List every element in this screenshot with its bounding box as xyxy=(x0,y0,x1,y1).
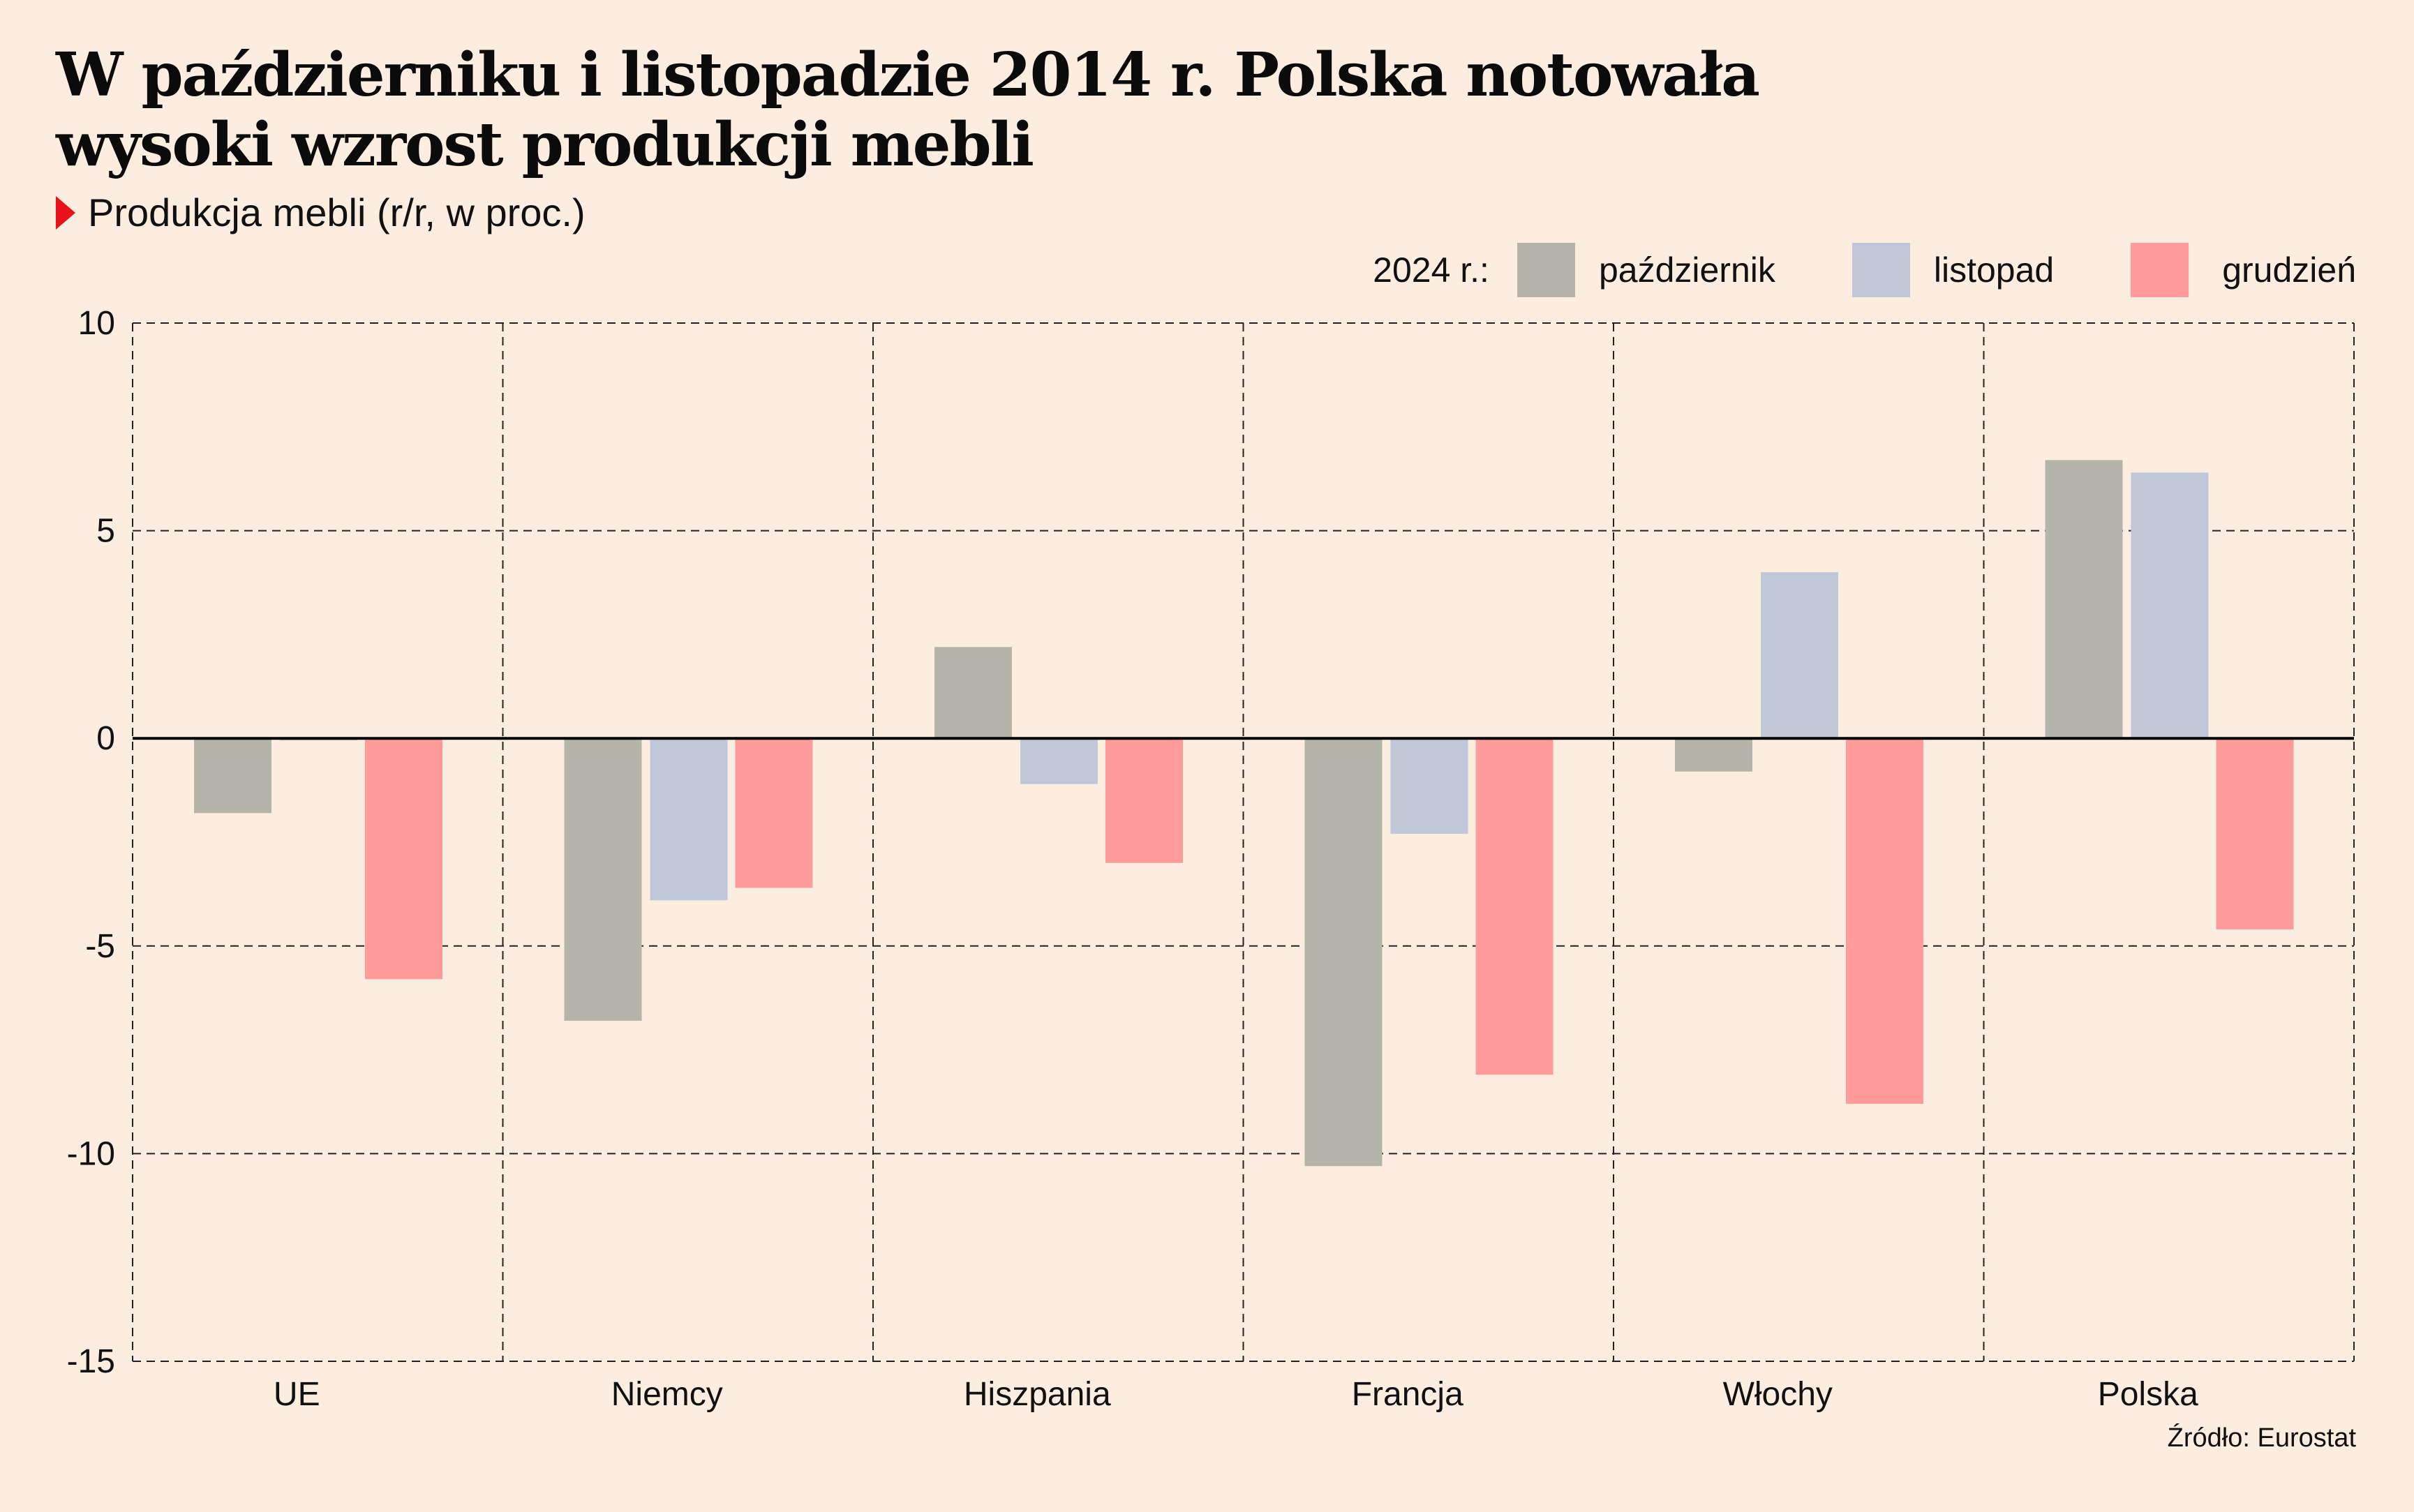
bar-grudzień-UE xyxy=(365,738,442,980)
chart-subtitle: Produkcja mebli (r/r, w proc.) xyxy=(56,188,586,237)
bar-październik-Francja xyxy=(1304,738,1383,1167)
x-tick-label: Niemcy xyxy=(611,1376,723,1413)
chart-title-line-2: wysoki wzrost produkcji mebli xyxy=(56,110,1034,180)
x-tick-label: Hiszpania xyxy=(964,1376,1111,1413)
chart-title-line-1: W październiku i listopadzie 2014 r. Pol… xyxy=(56,40,1760,110)
y-axis-labels: 10 5 0 -5 -10 -15 xyxy=(67,305,115,1380)
bars-layer xyxy=(194,460,2294,1167)
y-tick-label: -5 xyxy=(85,928,115,965)
x-tick-label: Włochy xyxy=(1723,1376,1833,1413)
legend-swatch-listopad xyxy=(1852,243,1910,297)
bar-grudzień-Polska xyxy=(2216,738,2294,929)
legend-label-listopad: listopad xyxy=(1933,250,2055,290)
y-tick-label: -15 xyxy=(67,1343,115,1380)
triangle-marker-icon xyxy=(56,196,75,230)
bar-grudzień-Włochy xyxy=(1846,738,1923,1104)
x-tick-label: UE xyxy=(274,1376,320,1413)
bar-październik-Włochy xyxy=(1675,738,1752,772)
bar-październik-UE xyxy=(194,738,271,814)
legend-item-listopad: listopad xyxy=(1852,243,2054,297)
y-tick-label: 5 xyxy=(96,513,115,550)
legend-item-pazdziernik: październik xyxy=(1517,243,1775,297)
y-tick-label: 10 xyxy=(78,305,115,342)
y-tick-label: 0 xyxy=(96,720,115,757)
bar-listopad-Niemcy xyxy=(650,738,728,901)
x-tick-label: Polska xyxy=(2098,1376,2198,1413)
legend-item-grudzien: grudzień xyxy=(2131,243,2356,297)
chart-subtitle-text: Produkcja mebli (r/r, w proc.) xyxy=(88,190,586,234)
x-axis-labels: UE Niemcy Hiszpania Francja Włochy Polska xyxy=(274,1376,2198,1413)
chart-title: W październiku i listopadzie 2014 r. Pol… xyxy=(56,40,1870,180)
source-note: Źródło: Eurostat xyxy=(2167,1423,2356,1453)
legend-label-grudzien: grudzień xyxy=(2222,250,2356,290)
legend-prefix: 2024 r.: xyxy=(1373,250,1489,290)
bar-listopad-Hiszpania xyxy=(1020,738,1098,784)
bar-październik-Hiszpania xyxy=(934,647,1012,739)
grid-layer xyxy=(132,322,2355,1362)
y-tick-label: -10 xyxy=(67,1135,115,1172)
bar-listopad-Polska xyxy=(2131,472,2209,739)
bar-listopad-Włochy xyxy=(1761,572,1838,739)
bar-grudzień-Francja xyxy=(1475,738,1554,1075)
bar-grudzień-Hiszpania xyxy=(1105,738,1183,863)
bar-grudzień-Niemcy xyxy=(735,738,813,888)
chart-legend: 2024 r.: październik listopad grudzień xyxy=(1373,241,2356,299)
legend-swatch-pazdziernik xyxy=(1517,243,1575,297)
bar-październik-Polska xyxy=(2045,460,2123,739)
bar-listopad-Francja xyxy=(1390,738,1468,834)
x-tick-label: Francja xyxy=(1352,1376,1463,1413)
legend-swatch-grudzien xyxy=(2131,243,2189,297)
bar-październik-Niemcy xyxy=(564,738,642,1021)
legend-label-pazdziernik: październik xyxy=(1598,250,1775,290)
